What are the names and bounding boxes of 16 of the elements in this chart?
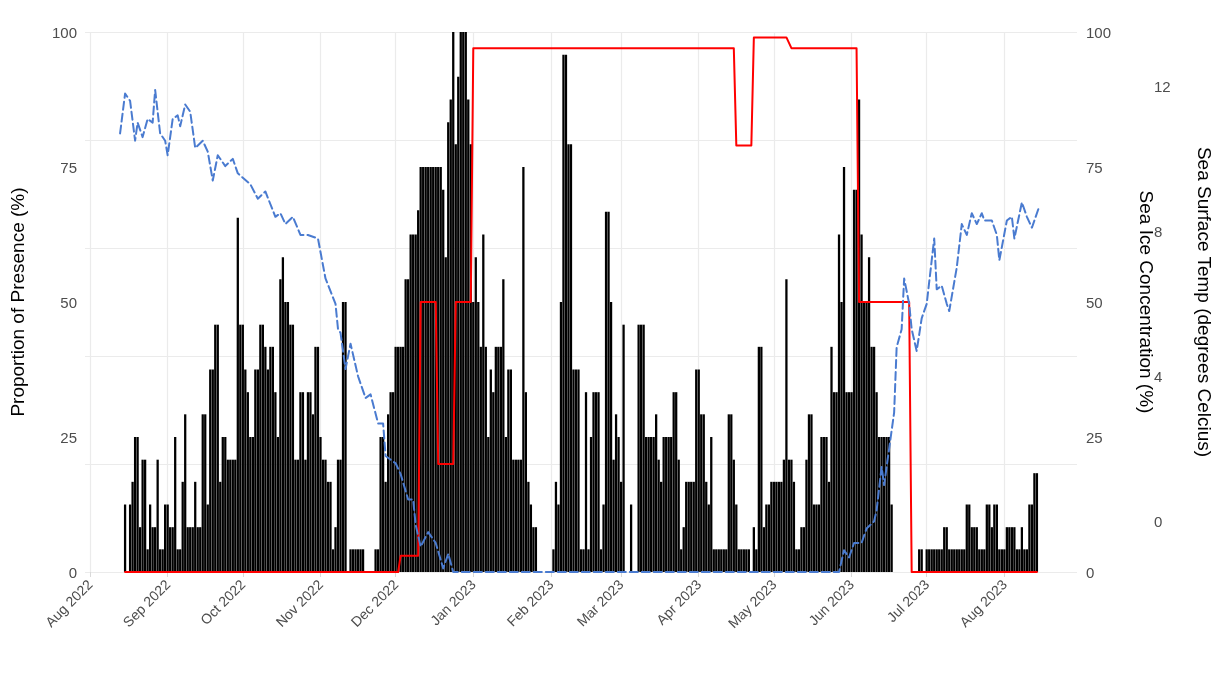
y-tick-label: 100 [51, 23, 77, 41]
y2-tick-label: 100 [1086, 23, 1112, 41]
y-tick-label: 0 [68, 563, 77, 581]
y3-tick-label: 0 [1154, 512, 1163, 530]
y-axis-title: Proportion of Presence (%) [7, 187, 28, 417]
y3-axis-title: Sea Surface Temp (degrees Celcius) [1194, 146, 1215, 458]
y3-tick-label: 4 [1154, 367, 1163, 385]
y2-tick-label: 25 [1086, 428, 1103, 446]
y-tick-label: 75 [60, 158, 77, 176]
y2-tick-label: 0 [1086, 563, 1095, 581]
y2-tick-label: 50 [1086, 293, 1103, 311]
y3-tick-label: 12 [1154, 77, 1171, 95]
y-tick-label: 25 [60, 428, 77, 446]
y3-tick-label: 8 [1154, 222, 1163, 240]
y2-tick-label: 75 [1086, 158, 1103, 176]
y-tick-label: 50 [60, 293, 77, 311]
